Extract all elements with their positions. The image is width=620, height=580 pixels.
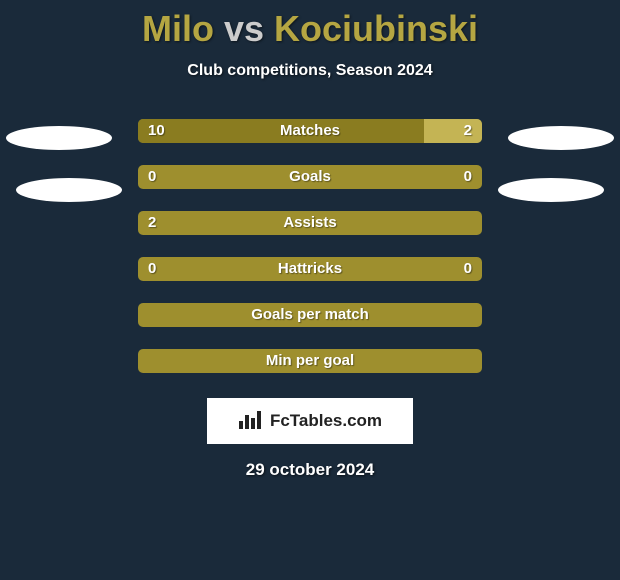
date-text: 29 october 2024 — [0, 460, 620, 480]
stat-value-right: 0 — [464, 257, 472, 281]
stat-bar: Goals per match — [138, 303, 482, 327]
stat-bar: Assists2 — [138, 211, 482, 235]
stat-bar: Min per goal — [138, 349, 482, 373]
player1-name: Milo — [142, 8, 214, 49]
stat-label: Goals per match — [138, 303, 482, 327]
brand-badge: FcTables.com — [207, 398, 413, 444]
chart-icon — [238, 409, 264, 434]
stat-row: Assists2 — [0, 200, 620, 246]
bar-right-fill — [424, 119, 482, 143]
stat-value-left: 0 — [148, 257, 156, 281]
player2-name: Kociubinski — [274, 8, 478, 49]
stat-bar: Goals0 0 — [138, 165, 482, 189]
stat-row: Matches102 — [0, 108, 620, 154]
subtitle: Club competitions, Season 2024 — [0, 62, 620, 80]
stat-label: Assists — [138, 211, 482, 235]
stat-row: Goals per match — [0, 292, 620, 338]
stat-row: Min per goal — [0, 338, 620, 384]
stat-label: Min per goal — [138, 349, 482, 373]
stat-value-left: 0 — [148, 165, 156, 189]
stat-rows: Matches102Goals00Assists2Hattricks00Goal… — [0, 108, 620, 384]
stat-value-left: 2 — [148, 211, 156, 235]
brand-text: FcTables.com — [270, 411, 382, 431]
stat-label: Hattricks — [138, 257, 482, 281]
bar-left-fill — [138, 119, 424, 143]
comparison-title: Milo vs Kociubinski — [0, 0, 620, 50]
stat-row: Hattricks0 0 — [0, 246, 620, 292]
stat-label: Goals — [138, 165, 482, 189]
stat-row: Goals0 0 — [0, 154, 620, 200]
stat-value-right: 0 — [464, 165, 472, 189]
stat-bar: Matches102 — [138, 119, 482, 143]
stat-bar: Hattricks0 0 — [138, 257, 482, 281]
vs-text: vs — [224, 8, 264, 49]
